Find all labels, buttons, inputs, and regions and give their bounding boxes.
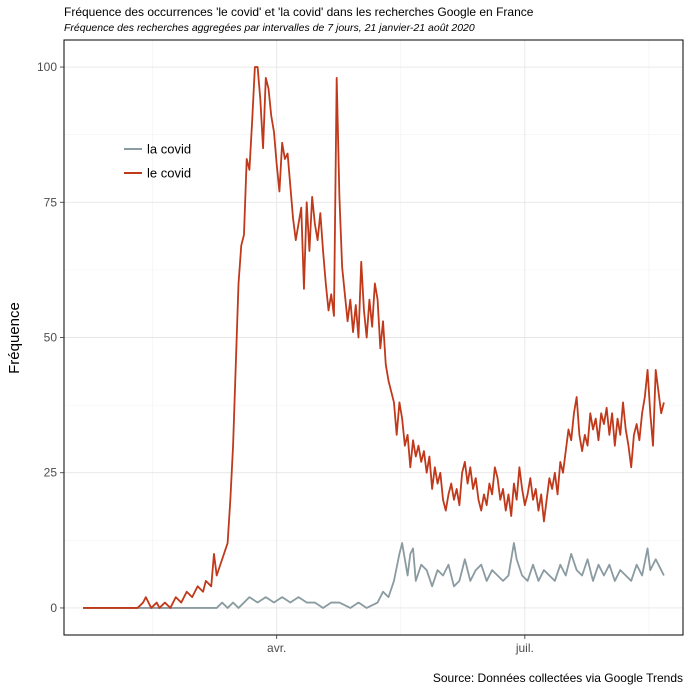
y-tick-label: 0 xyxy=(50,601,57,615)
y-axis-title: Fréquence xyxy=(6,302,23,374)
x-tick-label: juil. xyxy=(515,641,534,655)
legend-label: le covid xyxy=(147,166,191,181)
y-axis: 0 25 50 75 100 xyxy=(37,60,64,615)
y-tick-label: 25 xyxy=(44,466,58,480)
legend-label: la covid xyxy=(147,142,191,157)
legend: la covid le covid xyxy=(124,142,191,181)
x-tick-label: avr. xyxy=(267,641,286,655)
series-layer xyxy=(83,66,665,609)
y-tick-label: 50 xyxy=(44,331,58,345)
grid-layer xyxy=(64,40,683,635)
y-tick-label: 100 xyxy=(37,60,57,74)
y-tick-label: 75 xyxy=(44,195,58,209)
chart-title: Fréquence des occurrences 'le covid' et … xyxy=(64,5,534,19)
chart-subtitle: Fréquence des recherches aggregées par i… xyxy=(64,22,475,34)
series-line-le-covid xyxy=(83,66,665,609)
x-axis: avr. juil. xyxy=(267,635,534,655)
series-line-la-covid xyxy=(83,542,665,609)
chart-caption: Source: Données collectées via Google Tr… xyxy=(432,671,683,685)
